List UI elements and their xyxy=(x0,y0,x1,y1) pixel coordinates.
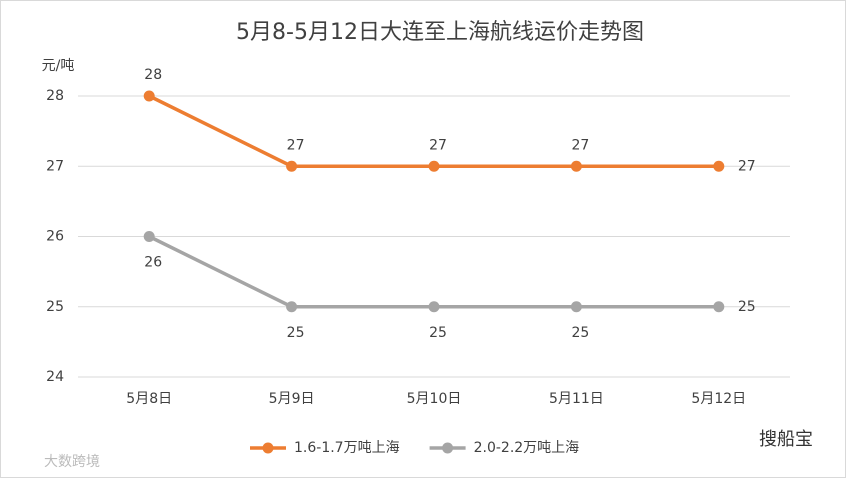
data-point xyxy=(143,90,155,102)
legend-label: 2.0-2.2万吨上海 xyxy=(474,440,580,456)
legend-marker xyxy=(442,442,454,454)
data-point xyxy=(143,231,155,242)
legend-marker xyxy=(262,442,274,454)
data-label: 25 xyxy=(287,325,305,341)
data-label: 27 xyxy=(429,137,447,153)
data-point xyxy=(713,160,725,172)
data-label: 28 xyxy=(144,67,162,83)
y-tick-label: 28 xyxy=(46,88,64,104)
y-axis-label: 元/吨 xyxy=(42,58,75,74)
data-label: 25 xyxy=(429,325,447,341)
y-tick-label: 25 xyxy=(46,299,64,315)
x-tick-label: 5月12日 xyxy=(691,391,746,407)
y-tick-label: 26 xyxy=(46,229,64,245)
data-point xyxy=(428,301,440,313)
x-tick-label: 5月8日 xyxy=(126,391,172,407)
x-tick-label: 5月10日 xyxy=(407,391,462,407)
data-point xyxy=(428,160,440,172)
legend-label: 1.6-1.7万吨上海 xyxy=(294,440,400,456)
data-label: 25 xyxy=(571,325,589,341)
x-tick-label: 5月9日 xyxy=(269,391,315,407)
watermark: 大数跨境 xyxy=(44,454,100,470)
data-label: 27 xyxy=(287,137,305,153)
data-point xyxy=(286,160,298,172)
watermark: 搜船宝 xyxy=(759,429,813,450)
data-label: 26 xyxy=(144,255,162,271)
x-tick-label: 5月11日 xyxy=(549,391,604,407)
data-point xyxy=(570,160,582,172)
data-point xyxy=(286,301,298,313)
data-point xyxy=(713,301,725,313)
data-point xyxy=(570,301,582,313)
y-tick-label: 24 xyxy=(46,369,64,385)
data-label: 27 xyxy=(571,137,589,153)
data-label: 27 xyxy=(738,158,756,174)
chart-title: 5月8-5月12日大连至上海航线运价走势图 xyxy=(236,20,644,45)
data-label: 25 xyxy=(738,299,756,315)
y-tick-label: 27 xyxy=(46,158,64,174)
